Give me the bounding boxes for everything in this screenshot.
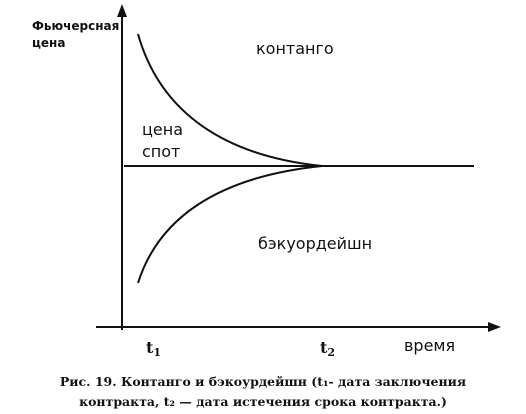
backwardation-label: бэкуордейшн	[258, 234, 372, 253]
backwardation-curve	[137, 165, 323, 284]
t2-letter: t	[320, 338, 328, 357]
y-axis-label-line1: Фьючерсная	[32, 19, 119, 33]
t2-tick-label: t2	[320, 338, 335, 359]
spot-price-label-line2: спот	[142, 142, 180, 161]
y-axis-arrow	[117, 4, 127, 17]
spot-price-label-line1: цена	[142, 120, 183, 139]
t1-subscript: 1	[153, 346, 161, 359]
t1-tick-label: t1	[146, 338, 161, 359]
caption-line2: контракта, t₂ — дата истечения срока кон…	[79, 394, 447, 409]
caption-line1: Рис. 19. Контанго и бэкоурдейшн (t₁- дат…	[59, 374, 467, 389]
x-axis-label: время	[404, 336, 455, 355]
y-axis-label-line2: цена	[32, 36, 65, 50]
contango-label: контанго	[256, 39, 334, 58]
contango-curve	[137, 33, 323, 167]
x-axis-arrow	[488, 322, 501, 332]
t2-subscript: 2	[327, 346, 335, 359]
figure-caption: Рис. 19. Контанго и бэкоурдейшн (t₁- дат…	[0, 372, 526, 412]
t1-letter: t	[146, 338, 154, 357]
